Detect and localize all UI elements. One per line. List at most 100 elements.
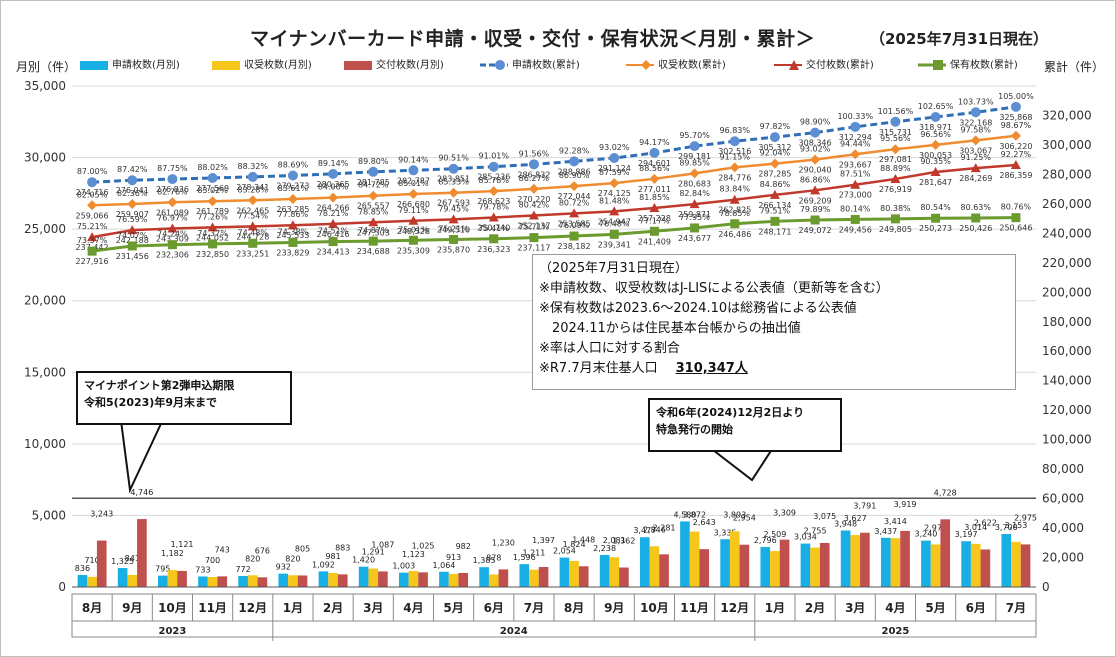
bar (127, 574, 138, 587)
bar (850, 535, 861, 587)
bar-value-label: 3,700 (995, 523, 1018, 532)
rate-label: 88.02% (197, 163, 228, 172)
y-right-tick-label: 300,000 (1042, 138, 1092, 152)
rate-label: 77.17% (639, 216, 670, 225)
rate-label: 103.73% (958, 97, 994, 106)
bar-value-label: 932 (276, 563, 291, 572)
bar (519, 564, 530, 587)
x-tick-label: 11月 (680, 601, 709, 615)
cumulative-value-label: 249,510 (437, 225, 470, 234)
y-right-tick-label: 100,000 (1042, 433, 1092, 447)
bar-value-label: 2,081 (603, 536, 626, 545)
cumulative-value-label: 254,947 (598, 217, 631, 226)
bar (177, 570, 187, 587)
y-right-tick-label: 160,000 (1042, 344, 1092, 358)
rate-label: 81.85% (639, 193, 670, 202)
line-point (247, 171, 258, 182)
line-point (449, 234, 459, 244)
y-right-tick-label: 80,000 (1042, 462, 1084, 476)
bar-value-label: 3,414 (884, 517, 907, 526)
series-line (91, 163, 1017, 239)
rate-label: 73.37% (77, 236, 108, 245)
bar (770, 551, 780, 587)
callout-line: マイナポイント第2弾申込期限 (84, 379, 235, 392)
bar (729, 531, 740, 587)
bar (288, 575, 298, 587)
legend-label: 申請枚数(月別) (112, 60, 180, 71)
cumulative-value-label: 263,285 (276, 205, 309, 214)
bar-value-label: 743 (215, 545, 230, 554)
legend-label: 保有枚数(累計) (950, 60, 1018, 71)
bar-value-label: 1,087 (371, 540, 394, 549)
bar (137, 519, 147, 587)
cumulative-value-label: 300,053 (919, 151, 952, 160)
bar (529, 569, 539, 587)
year-label: 2024 (500, 626, 528, 637)
line-point (167, 223, 178, 233)
rate-label: 85.78% (478, 176, 509, 185)
callout-mynapoint-deadline: マイナポイント第2弾申込期限 令和5(2023)年9月末まで (76, 371, 292, 425)
bar (207, 576, 218, 587)
cumulative-value-label: 237,117 (517, 244, 550, 253)
line-point (649, 147, 660, 158)
cumulative-value-label: 243,677 (678, 234, 711, 243)
rate-label: 78.85% (358, 207, 389, 216)
rate-label: 74.07% (117, 231, 148, 240)
note-line: （2025年7月31日現在） (539, 261, 688, 276)
rate-label: 80.38% (880, 204, 911, 213)
bar-value-label: 2,972 (924, 523, 947, 532)
rate-label: 87.51% (840, 170, 871, 179)
cumulative-value-label: 259,871 (678, 210, 711, 219)
cumulative-value-label: 303,067 (959, 146, 992, 155)
x-tick-label: 3月 (363, 601, 383, 615)
bar-value-label: 1,596 (513, 553, 536, 562)
y-right-tick-label: 320,000 (1042, 108, 1092, 122)
x-tick-label: 7月 (1006, 601, 1026, 615)
cumulative-value-label: 290,040 (799, 166, 832, 175)
chart-title: マイナンバーカード申請・収受・交付・保有状況＜月別・累計＞ (250, 28, 816, 50)
line-point (87, 232, 98, 242)
bar (609, 557, 620, 587)
cumulative-value-label: 233,251 (236, 249, 269, 258)
bar-value-label: 2,281 (653, 523, 676, 532)
y-right-tick-label: 280,000 (1042, 167, 1092, 181)
cumulative-value-label: 274,716 (76, 188, 109, 197)
cumulative-value-label: 250,646 (999, 224, 1032, 233)
line-point (368, 190, 379, 201)
bar (1020, 544, 1031, 587)
y-right-tick-label: 60,000 (1042, 492, 1084, 506)
y-right-tick-label: 200,000 (1042, 285, 1092, 299)
rate-label: 85.33% (438, 178, 469, 187)
bar (860, 532, 870, 587)
x-tick-label: 6月 (966, 601, 986, 615)
cumulative-value-label: 261,789 (196, 207, 229, 216)
bar (599, 554, 610, 587)
cumulative-value-label: 284,269 (959, 174, 992, 183)
line-point (1010, 130, 1021, 141)
bar (680, 521, 690, 587)
bar-value-label: 4,746 (130, 488, 153, 497)
line-point (207, 222, 218, 232)
line-point (247, 221, 258, 231)
cumulative-value-label: 277,569 (196, 184, 229, 193)
rate-label: 96.56% (920, 130, 951, 139)
y-left-tick-label: 5,000 (32, 508, 66, 522)
bar-value-label: 2,054 (553, 547, 576, 556)
bar (378, 571, 388, 587)
line-point (288, 237, 298, 247)
cumulative-value-label: 244,052 (196, 233, 229, 242)
rate-label: 87.59% (599, 168, 630, 177)
rate-label: 85.01% (398, 179, 429, 188)
rate-label: 91.15% (719, 152, 750, 161)
bar-value-label: 3,919 (894, 500, 917, 509)
note-population-value: 310,347人 (675, 361, 748, 376)
legend-label: 収受枚数(月別) (244, 60, 312, 71)
line-point (729, 136, 740, 147)
cumulative-value-label: 268,623 (477, 197, 510, 206)
cumulative-value-label: 236,323 (477, 245, 510, 254)
bar (77, 575, 88, 587)
bar-value-label: 1,448 (572, 535, 595, 544)
legend-line-marker (480, 60, 508, 70)
cumulative-value-label: 294,601 (638, 159, 671, 168)
